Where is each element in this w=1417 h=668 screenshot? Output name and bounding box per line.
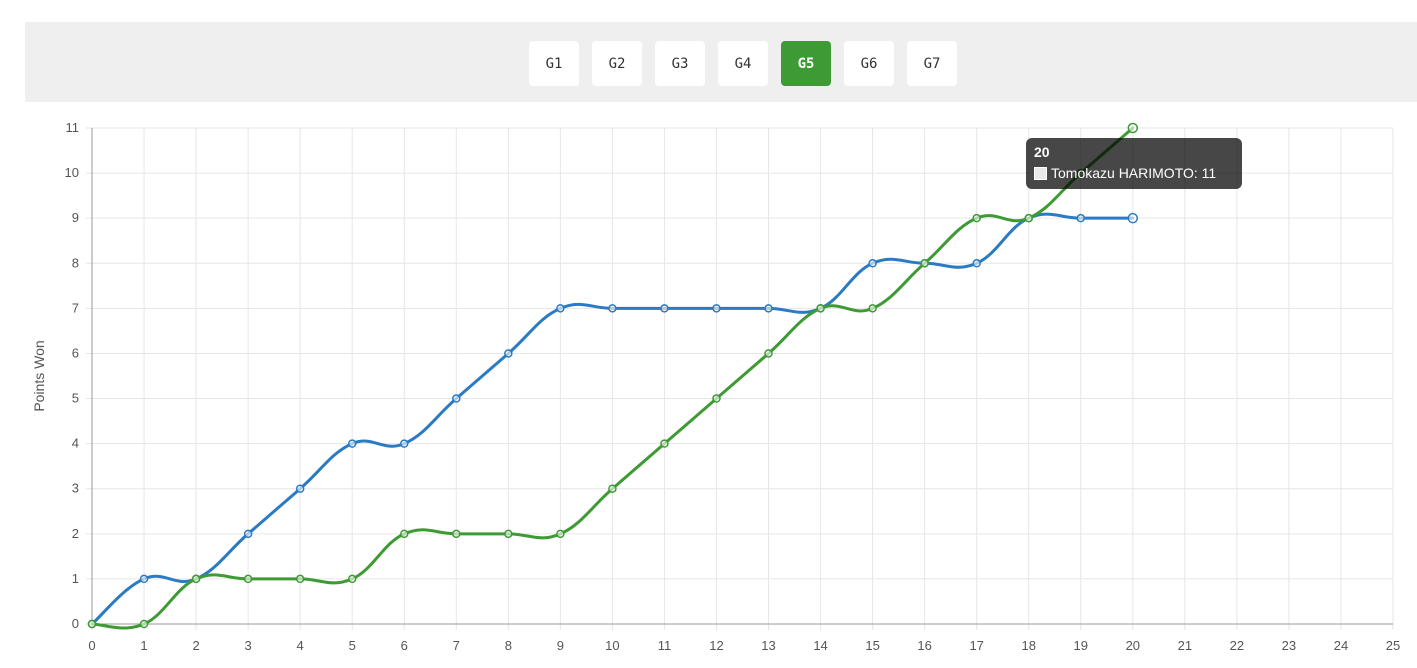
y-tick-label: 0 <box>72 616 79 631</box>
x-tick-label: 12 <box>709 638 723 653</box>
x-tick-label: 10 <box>605 638 619 653</box>
series-1-point[interactable] <box>452 529 461 539</box>
y-tick-label: 7 <box>72 300 79 315</box>
series-1-point[interactable] <box>868 304 877 313</box>
x-tick-label: 0 <box>88 638 95 653</box>
x-tick-label: 23 <box>1282 638 1296 653</box>
series-1-point[interactable] <box>712 394 721 403</box>
series-1-point[interactable] <box>139 619 149 629</box>
tooltip-color-swatch <box>1034 167 1047 180</box>
tab-g1[interactable]: G1 <box>529 41 579 86</box>
y-tick-label: 10 <box>65 165 79 180</box>
series-0-point[interactable] <box>608 304 617 313</box>
y-tick-label: 11 <box>66 120 80 135</box>
tooltip-title: 20 <box>1034 144 1050 160</box>
game-tab-bar: G1 G2 G3 G4 G5 G6 G7 <box>25 22 1417 102</box>
series-line-0 <box>90 212 1135 626</box>
series-0-point[interactable] <box>347 439 357 448</box>
series-0-point[interactable] <box>295 484 305 493</box>
x-tick-label: 18 <box>1021 638 1035 653</box>
series-0-point[interactable] <box>1076 213 1086 223</box>
y-axis-title: Points Won <box>31 340 47 411</box>
series-0-point[interactable] <box>452 394 461 403</box>
x-tick-label: 1 <box>140 638 147 653</box>
series-line-1 <box>90 126 1135 630</box>
y-tick-label: 6 <box>72 345 79 360</box>
y-tick-label: 5 <box>72 391 79 406</box>
series-1-point[interactable] <box>243 574 253 584</box>
x-tick-label: 17 <box>969 638 983 653</box>
x-tick-label: 2 <box>192 638 199 653</box>
x-tick-label: 24 <box>1334 638 1348 653</box>
series-0-point[interactable] <box>712 304 721 313</box>
series-0-point[interactable] <box>504 349 513 358</box>
x-tick-label: 5 <box>349 638 356 653</box>
series-0-point[interactable] <box>660 304 669 313</box>
series-1-point[interactable] <box>660 439 669 448</box>
series-1-point[interactable] <box>1024 213 1033 223</box>
x-tick-label: 13 <box>761 638 775 653</box>
tab-g4[interactable]: G4 <box>718 41 768 86</box>
series-0-point[interactable] <box>139 574 149 584</box>
x-tick-label: 20 <box>1126 638 1140 653</box>
tab-g6[interactable]: G6 <box>844 41 894 86</box>
chart-tooltip: 20 Tomokazu HARIMOTO: 11 <box>1026 138 1242 189</box>
tooltip-value: Tomokazu HARIMOTO: 11 <box>1051 165 1217 181</box>
series-1-point[interactable] <box>347 574 357 584</box>
tab-g2[interactable]: G2 <box>592 41 642 86</box>
tab-g3[interactable]: G3 <box>655 41 705 86</box>
chart-grid <box>86 127 1394 630</box>
series-0-point[interactable] <box>243 529 253 539</box>
series-1-point[interactable] <box>191 574 201 584</box>
series-0-point[interactable] <box>868 259 877 268</box>
chart-series <box>87 122 1139 630</box>
chart-tick-labels: 0 1 2 3 4 5 6 7 8 9 10 11 12 13 14 15 16 17 18 19 20 21 22 23 24… <box>65 120 1401 653</box>
tab-g7[interactable]: G7 <box>907 41 957 86</box>
series-1-point[interactable] <box>920 259 929 268</box>
x-tick-label: 25 <box>1386 638 1400 653</box>
series-0-point[interactable] <box>972 259 981 268</box>
series-1-point[interactable] <box>816 304 825 313</box>
x-tick-label: 19 <box>1074 638 1088 653</box>
series-1-point[interactable] <box>399 529 409 539</box>
x-tick-label: 4 <box>297 638 304 653</box>
series-1-point[interactable] <box>295 574 305 584</box>
y-tick-label: 1 <box>72 571 79 586</box>
game-tabs: G1 G2 G3 G4 G5 G6 G7 <box>529 41 957 86</box>
x-tick-label: 21 <box>1178 638 1192 653</box>
y-tick-label: 8 <box>72 255 79 270</box>
series-1-point[interactable] <box>87 619 97 629</box>
x-tick-label: 7 <box>453 638 460 653</box>
x-tick-label: 16 <box>917 638 931 653</box>
x-tick-label: 8 <box>505 638 512 653</box>
x-tick-label: 15 <box>865 638 879 653</box>
y-tick-label: 4 <box>72 436 79 451</box>
series-1-point[interactable] <box>972 213 981 223</box>
series-1-point[interactable] <box>1127 122 1139 134</box>
series-1-point[interactable] <box>504 529 513 539</box>
y-tick-label: 9 <box>72 210 79 225</box>
series-1-point[interactable] <box>608 484 617 493</box>
series-0-point[interactable] <box>556 304 565 313</box>
series-0-point[interactable] <box>399 439 409 448</box>
x-tick-label: 9 <box>557 638 564 653</box>
x-tick-label: 11 <box>658 638 672 653</box>
x-tick-label: 14 <box>813 638 827 653</box>
y-tick-label: 2 <box>72 526 79 541</box>
x-tick-label: 6 <box>401 638 408 653</box>
series-1-point[interactable] <box>764 349 773 358</box>
series-1-point[interactable] <box>556 529 565 539</box>
x-tick-label: 22 <box>1230 638 1244 653</box>
chart-axes <box>91 128 1393 625</box>
y-tick-label: 3 <box>72 481 79 496</box>
tab-g5[interactable]: G5 <box>781 41 831 86</box>
series-0-point[interactable] <box>764 304 773 313</box>
series-0-point[interactable] <box>1127 212 1139 224</box>
x-tick-label: 3 <box>245 638 252 653</box>
